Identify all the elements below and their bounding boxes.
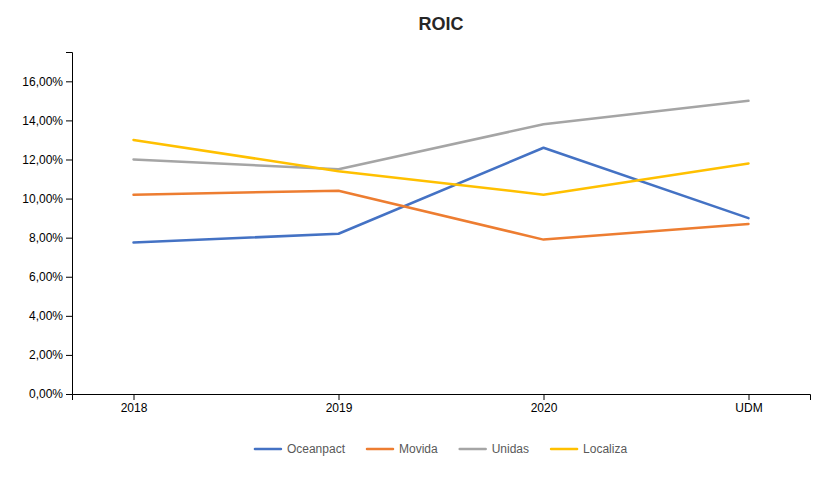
chart: 0,00% 2,00% 4,00% 6,00% 8,00% 10,00% 12,00% 14,… <box>0 0 840 479</box>
y-tick: 16,00% <box>22 75 72 89</box>
y-tick-label: 8,00% <box>29 231 63 245</box>
x-tick-mark <box>339 394 340 400</box>
y-tick-label: 16,00% <box>22 75 63 89</box>
legend: Oceanpact Movida Unidas Localiza <box>255 442 627 456</box>
y-tick: 0,00% <box>29 387 72 401</box>
y-tick-label: 2,00% <box>29 348 63 362</box>
x-axis: 2018 2019 2020 UDM <box>73 394 811 415</box>
y-tick-mark <box>66 81 72 82</box>
x-tick: 2018 <box>121 394 148 415</box>
legend-swatch <box>255 448 281 451</box>
legend-item: Localiza <box>551 442 627 456</box>
legend-label: Movida <box>399 442 438 456</box>
plot: 0,00% 2,00% 4,00% 6,00% 8,00% 10,00% 12,00% 14,… <box>22 53 810 415</box>
series-line <box>134 140 749 195</box>
y-tick-mark <box>66 120 72 121</box>
x-tick: 2020 <box>531 394 558 415</box>
legend-swatch <box>551 448 577 451</box>
x-tick-label: 2019 <box>326 401 353 415</box>
series-line <box>134 191 749 240</box>
y-tick-mark <box>66 394 72 395</box>
y-tick-mark <box>66 199 72 200</box>
legend-item: Oceanpact <box>255 442 346 456</box>
y-axis: 0,00% 2,00% 4,00% 6,00% 8,00% 10,00% 12,00% 14,… <box>22 53 72 402</box>
y-axis-line <box>66 53 73 395</box>
y-tick-label: 10,00% <box>22 192 63 206</box>
y-tick-label: 14,00% <box>22 114 63 128</box>
legend-label: Oceanpact <box>287 442 346 456</box>
legend-swatch <box>460 448 486 451</box>
y-tick: 2,00% <box>29 348 72 362</box>
x-tick: 2019 <box>326 394 353 415</box>
y-tick-mark <box>66 355 72 356</box>
lines <box>134 101 749 243</box>
legend-label: Unidas <box>492 442 529 456</box>
x-tick-mark <box>749 394 750 400</box>
y-tick: 14,00% <box>22 114 72 128</box>
series-line <box>134 148 749 243</box>
x-tick: UDM <box>735 394 762 415</box>
y-tick-label: 12,00% <box>22 153 63 167</box>
legend-label: Localiza <box>583 442 627 456</box>
y-tick: 4,00% <box>29 309 72 323</box>
x-axis-line <box>73 395 811 401</box>
x-tick-label: UDM <box>735 401 762 415</box>
title: ROIC <box>419 14 464 34</box>
y-tick-mark <box>66 277 72 278</box>
series-line <box>134 101 749 169</box>
y-tick-mark <box>66 159 72 160</box>
legend-swatch <box>367 448 393 451</box>
y-tick: 8,00% <box>29 231 72 245</box>
legend-item: Movida <box>367 442 438 456</box>
y-tick-label: 4,00% <box>29 309 63 323</box>
x-tick-label: 2020 <box>531 401 558 415</box>
y-tick: 6,00% <box>29 270 72 284</box>
y-tick-label: 0,00% <box>29 387 63 401</box>
x-tick-mark <box>544 394 545 400</box>
y-tick: 10,00% <box>22 192 72 206</box>
legend-item: Unidas <box>460 442 529 456</box>
y-tick: 12,00% <box>22 153 72 167</box>
y-tick-label: 6,00% <box>29 270 63 284</box>
x-tick-mark <box>134 394 135 400</box>
y-tick-mark <box>66 316 72 317</box>
y-tick-mark <box>66 238 72 239</box>
x-tick-label: 2018 <box>121 401 148 415</box>
